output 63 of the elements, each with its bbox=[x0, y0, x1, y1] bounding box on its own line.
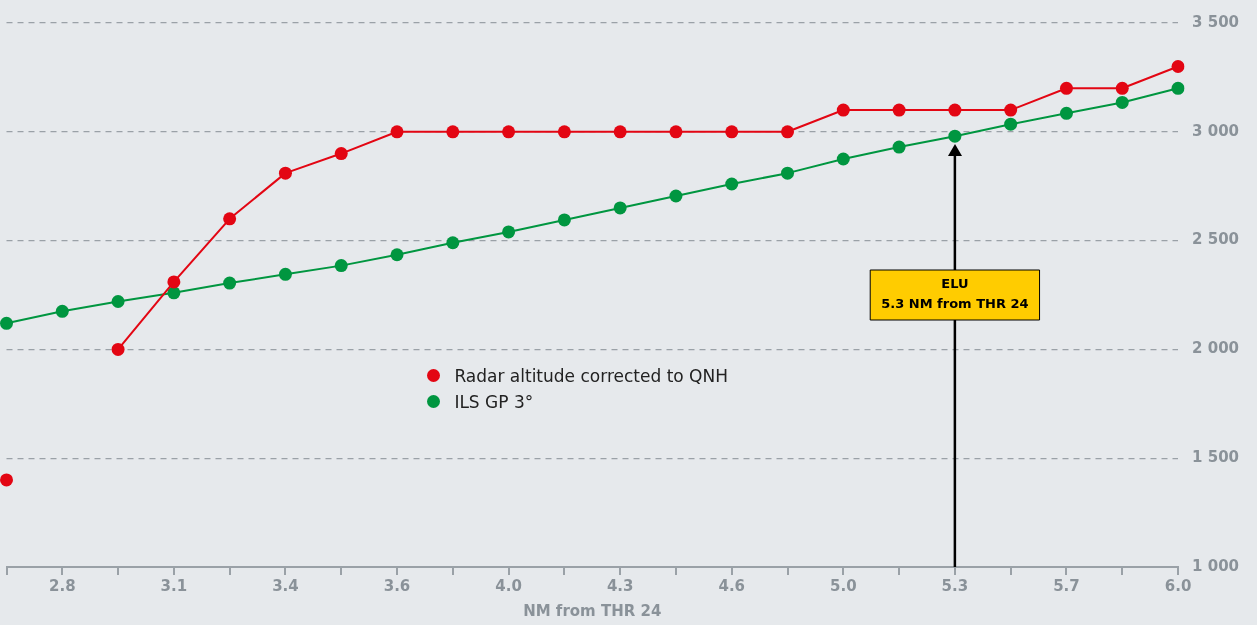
point bbox=[781, 166, 795, 180]
point bbox=[334, 147, 348, 161]
point bbox=[390, 248, 404, 262]
point bbox=[0, 316, 13, 330]
point bbox=[278, 267, 292, 281]
x-tick-label: 5.0 bbox=[830, 576, 857, 595]
point bbox=[446, 125, 460, 139]
y-tick-label: 2 000 bbox=[1192, 339, 1240, 358]
point bbox=[55, 304, 69, 318]
legend-label: ILS GP 3° bbox=[454, 391, 534, 412]
x-tick-label: 3.4 bbox=[272, 576, 299, 595]
point bbox=[781, 125, 795, 139]
point bbox=[725, 125, 739, 139]
point bbox=[278, 166, 292, 180]
x-tick-label: 2.8 bbox=[49, 576, 76, 595]
point bbox=[1004, 103, 1018, 117]
y-tick-label: 3 000 bbox=[1192, 121, 1240, 140]
y-tick-label: 2 500 bbox=[1192, 230, 1240, 249]
point bbox=[669, 125, 683, 139]
point bbox=[1115, 95, 1129, 109]
point bbox=[892, 103, 906, 117]
x-tick-label: 3.6 bbox=[383, 576, 411, 595]
x-tick-label: 4.6 bbox=[718, 576, 746, 595]
point bbox=[1115, 81, 1129, 95]
x-tick-label: 6.0 bbox=[1164, 576, 1192, 595]
point bbox=[1004, 117, 1018, 131]
point bbox=[1059, 106, 1073, 120]
x-tick-label: 4.0 bbox=[495, 576, 522, 595]
y-tick-label: 1 000 bbox=[1192, 556, 1240, 575]
point bbox=[1171, 81, 1185, 95]
point bbox=[1171, 60, 1185, 74]
x-tick-label: 4.3 bbox=[606, 576, 634, 595]
x-tick-label: 5.7 bbox=[1053, 576, 1080, 595]
point bbox=[167, 275, 181, 289]
y-tick-label: 1 500 bbox=[1192, 448, 1240, 467]
point bbox=[669, 189, 683, 203]
point bbox=[502, 225, 516, 239]
point bbox=[613, 201, 627, 215]
point bbox=[836, 103, 850, 117]
point bbox=[223, 276, 237, 290]
x-tick-label: 3.1 bbox=[160, 576, 188, 595]
point bbox=[223, 212, 237, 226]
legend-label: Radar altitude corrected to QNH bbox=[454, 365, 728, 386]
ref-line-label: ELU 5.3 NM from THR 24 bbox=[881, 276, 1029, 312]
point bbox=[111, 342, 125, 356]
point bbox=[334, 259, 348, 273]
point bbox=[502, 125, 516, 139]
point bbox=[836, 152, 850, 166]
point bbox=[613, 125, 627, 139]
point bbox=[446, 236, 460, 250]
x-axis-title: NM from THR 24 bbox=[523, 601, 662, 620]
point bbox=[557, 213, 571, 227]
point bbox=[725, 177, 739, 191]
point bbox=[111, 295, 125, 309]
point bbox=[557, 125, 571, 139]
point bbox=[1059, 81, 1073, 95]
point bbox=[390, 125, 404, 139]
y-tick-label: 3 500 bbox=[1192, 12, 1240, 31]
x-tick-label: 5.3 bbox=[941, 576, 969, 595]
point bbox=[0, 473, 13, 487]
point bbox=[948, 103, 962, 117]
point bbox=[892, 140, 906, 154]
point bbox=[948, 129, 962, 143]
